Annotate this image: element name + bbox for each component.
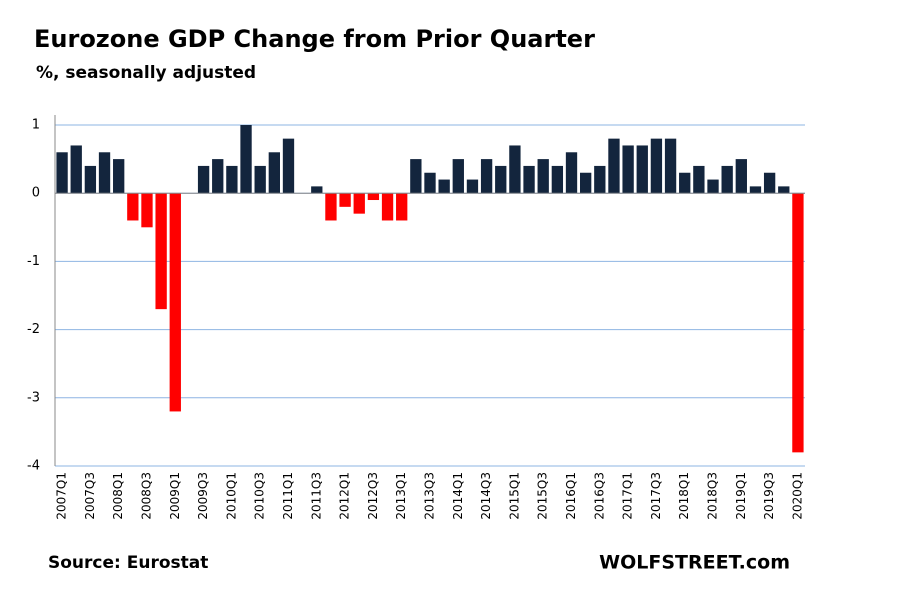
bar bbox=[240, 125, 252, 194]
bar bbox=[580, 172, 592, 194]
bar bbox=[622, 145, 634, 194]
x-tick-label: 2011Q3 bbox=[309, 472, 323, 520]
bar bbox=[693, 165, 705, 194]
bar bbox=[226, 165, 238, 194]
x-tick-label: 2013Q3 bbox=[423, 472, 437, 520]
bar bbox=[127, 193, 139, 221]
bar bbox=[282, 138, 295, 194]
bar bbox=[169, 193, 181, 412]
brand: WOLFSTREET.com bbox=[599, 552, 790, 574]
x-tick-label: 2016Q3 bbox=[592, 472, 606, 520]
bar bbox=[509, 145, 521, 194]
x-tick-label: 2012Q3 bbox=[366, 472, 380, 520]
x-tick-label: 2012Q1 bbox=[338, 472, 352, 520]
bar bbox=[98, 152, 111, 194]
bar bbox=[664, 138, 677, 194]
x-tick-label: 2010Q3 bbox=[253, 472, 267, 520]
bar bbox=[410, 159, 422, 194]
x-tick-label: 2019Q3 bbox=[762, 472, 776, 520]
x-tick-label: 2016Q1 bbox=[564, 472, 578, 520]
y-tick-label: -2 bbox=[27, 322, 40, 337]
bar bbox=[56, 152, 68, 194]
x-tick-label: 2009Q1 bbox=[168, 472, 182, 520]
bar bbox=[608, 138, 620, 194]
bar bbox=[381, 193, 394, 221]
y-tick-label: 0 bbox=[32, 186, 40, 201]
bar bbox=[452, 159, 464, 194]
bar bbox=[113, 159, 125, 194]
x-tick-label: 2011Q1 bbox=[281, 472, 295, 520]
source: Source: Eurostat bbox=[48, 553, 208, 573]
x-tick-label: 2007Q1 bbox=[55, 472, 69, 520]
x-tick-label: 2020Q1 bbox=[790, 472, 804, 520]
bar bbox=[763, 172, 776, 194]
x-tick-label: 2014Q1 bbox=[451, 472, 465, 520]
bar bbox=[367, 193, 380, 201]
bar bbox=[254, 165, 266, 194]
x-tick-label: 2008Q3 bbox=[139, 472, 153, 520]
x-tick-label: 2007Q3 bbox=[83, 472, 97, 520]
x-tick-label: 2017Q1 bbox=[621, 472, 635, 520]
x-tick-label: 2014Q3 bbox=[479, 472, 493, 520]
bar bbox=[424, 172, 436, 194]
bar bbox=[792, 193, 804, 453]
y-tick-label: -4 bbox=[27, 459, 40, 474]
bar bbox=[141, 193, 153, 228]
bar bbox=[438, 179, 450, 194]
y-tick-label: -3 bbox=[27, 390, 40, 405]
bar bbox=[70, 145, 82, 194]
bar bbox=[749, 186, 762, 194]
bar bbox=[268, 152, 280, 194]
bar bbox=[339, 193, 351, 207]
bar bbox=[155, 193, 167, 310]
bar bbox=[325, 193, 337, 221]
chart-title: Eurozone GDP Change from Prior Quarter bbox=[34, 25, 595, 53]
x-tick-label: 2017Q3 bbox=[649, 472, 663, 520]
x-tick-label: 2015Q3 bbox=[536, 472, 550, 520]
bar bbox=[636, 145, 648, 194]
bar bbox=[551, 165, 564, 194]
x-tick-label: 2019Q1 bbox=[734, 472, 748, 520]
x-tick-label: 2018Q3 bbox=[706, 472, 720, 520]
x-tick-label: 2018Q1 bbox=[677, 472, 691, 520]
bar bbox=[679, 172, 691, 194]
bar bbox=[721, 165, 733, 194]
bar bbox=[353, 193, 365, 214]
bar bbox=[778, 186, 790, 194]
bar bbox=[523, 165, 535, 194]
bar bbox=[480, 159, 493, 194]
bar bbox=[197, 165, 210, 194]
bar bbox=[396, 193, 408, 221]
bar bbox=[594, 165, 606, 194]
y-tick-label: 1 bbox=[32, 118, 40, 133]
x-tick-label: 2015Q1 bbox=[507, 472, 521, 520]
y-tick-label: -1 bbox=[27, 254, 40, 269]
bar bbox=[707, 179, 719, 194]
bar bbox=[565, 152, 578, 194]
x-tick-label: 2013Q1 bbox=[394, 472, 408, 520]
bar bbox=[212, 159, 224, 194]
x-tick-label: 2008Q1 bbox=[111, 472, 125, 520]
bar bbox=[735, 159, 747, 194]
x-tick-label: 2010Q1 bbox=[224, 472, 238, 520]
x-tick-label: 2009Q3 bbox=[196, 472, 210, 520]
bar bbox=[466, 179, 479, 194]
bar bbox=[537, 159, 549, 194]
bar bbox=[311, 186, 323, 194]
bar bbox=[495, 165, 507, 194]
chart-subtitle: %, seasonally adjusted bbox=[36, 63, 256, 83]
bar bbox=[84, 165, 97, 194]
bar bbox=[650, 138, 663, 194]
